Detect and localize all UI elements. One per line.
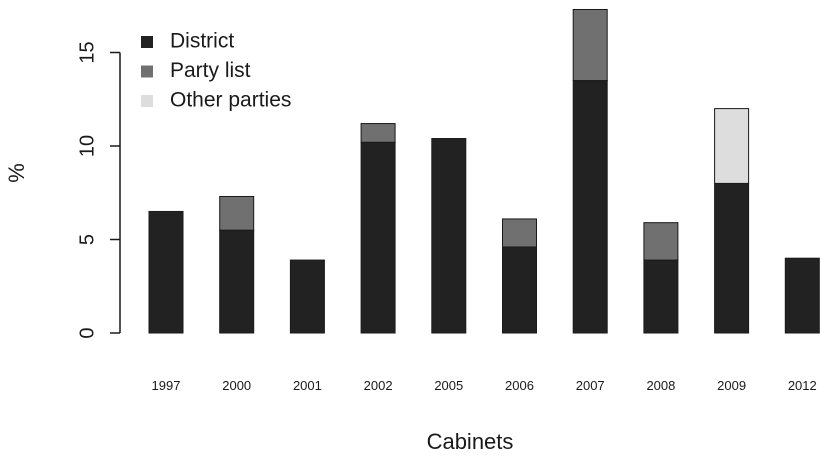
x-tick-label: 2002 — [364, 378, 393, 393]
bar-segment-other-parties-2009 — [714, 108, 750, 184]
bar-segment-district-2009 — [714, 182, 750, 334]
y-axis-label: % — [4, 163, 29, 183]
bar-segment-district-2002 — [360, 141, 396, 334]
bar-segment-district-2005 — [431, 138, 467, 334]
bar-segment-party-list-2002 — [360, 123, 396, 143]
legend: District Party list Other parties — [141, 30, 291, 112]
bar-segment-district-1997 — [148, 210, 184, 334]
bar-segment-district-2012 — [784, 257, 820, 334]
x-tick-label: 2008 — [646, 378, 675, 393]
bar-segment-district-2006 — [502, 246, 537, 334]
y-tick-label: 0 — [76, 327, 98, 338]
x-axis-label: Cabinets — [427, 429, 514, 454]
bar-segment-district-2008 — [643, 259, 679, 334]
bar-segment-party-list-2000 — [219, 195, 255, 231]
x-tick-label: 1997 — [152, 378, 181, 393]
x-tick-label: 2006 — [505, 378, 534, 393]
legend-swatch — [141, 95, 153, 107]
x-tick-label: 2009 — [717, 378, 746, 393]
x-tick-label: 2005 — [434, 378, 463, 393]
legend-label: Other parties — [170, 89, 291, 112]
y-tick-label: 15 — [76, 41, 98, 63]
legend-swatch — [141, 65, 153, 78]
x-tick-labels: 1997 2000 2001 2002 2005 2006 2007 2008 2009 2012 — [152, 378, 817, 393]
bar-segment-district-2000 — [219, 229, 255, 334]
legend-swatch — [141, 36, 153, 48]
bars-group — [148, 8, 820, 334]
bar-segment-party-list-2007 — [572, 8, 608, 82]
bar-segment-district-2007 — [572, 80, 608, 334]
x-tick-label: 2001 — [293, 378, 322, 393]
x-tick-label: 2012 — [788, 378, 817, 393]
bar-segment-district-2001 — [289, 259, 325, 334]
legend-label: Party list — [170, 59, 251, 82]
bar-segment-party-list-2008 — [643, 222, 679, 261]
bar-segment-party-list-2006 — [502, 218, 537, 248]
x-tick-label: 2000 — [222, 378, 251, 393]
y-tick-label: 5 — [76, 234, 98, 245]
y-axis: 0 5 10 15 — [76, 41, 121, 339]
legend-label: District — [170, 30, 234, 53]
x-tick-label: 2007 — [576, 378, 605, 393]
y-tick-label: 10 — [76, 135, 98, 157]
